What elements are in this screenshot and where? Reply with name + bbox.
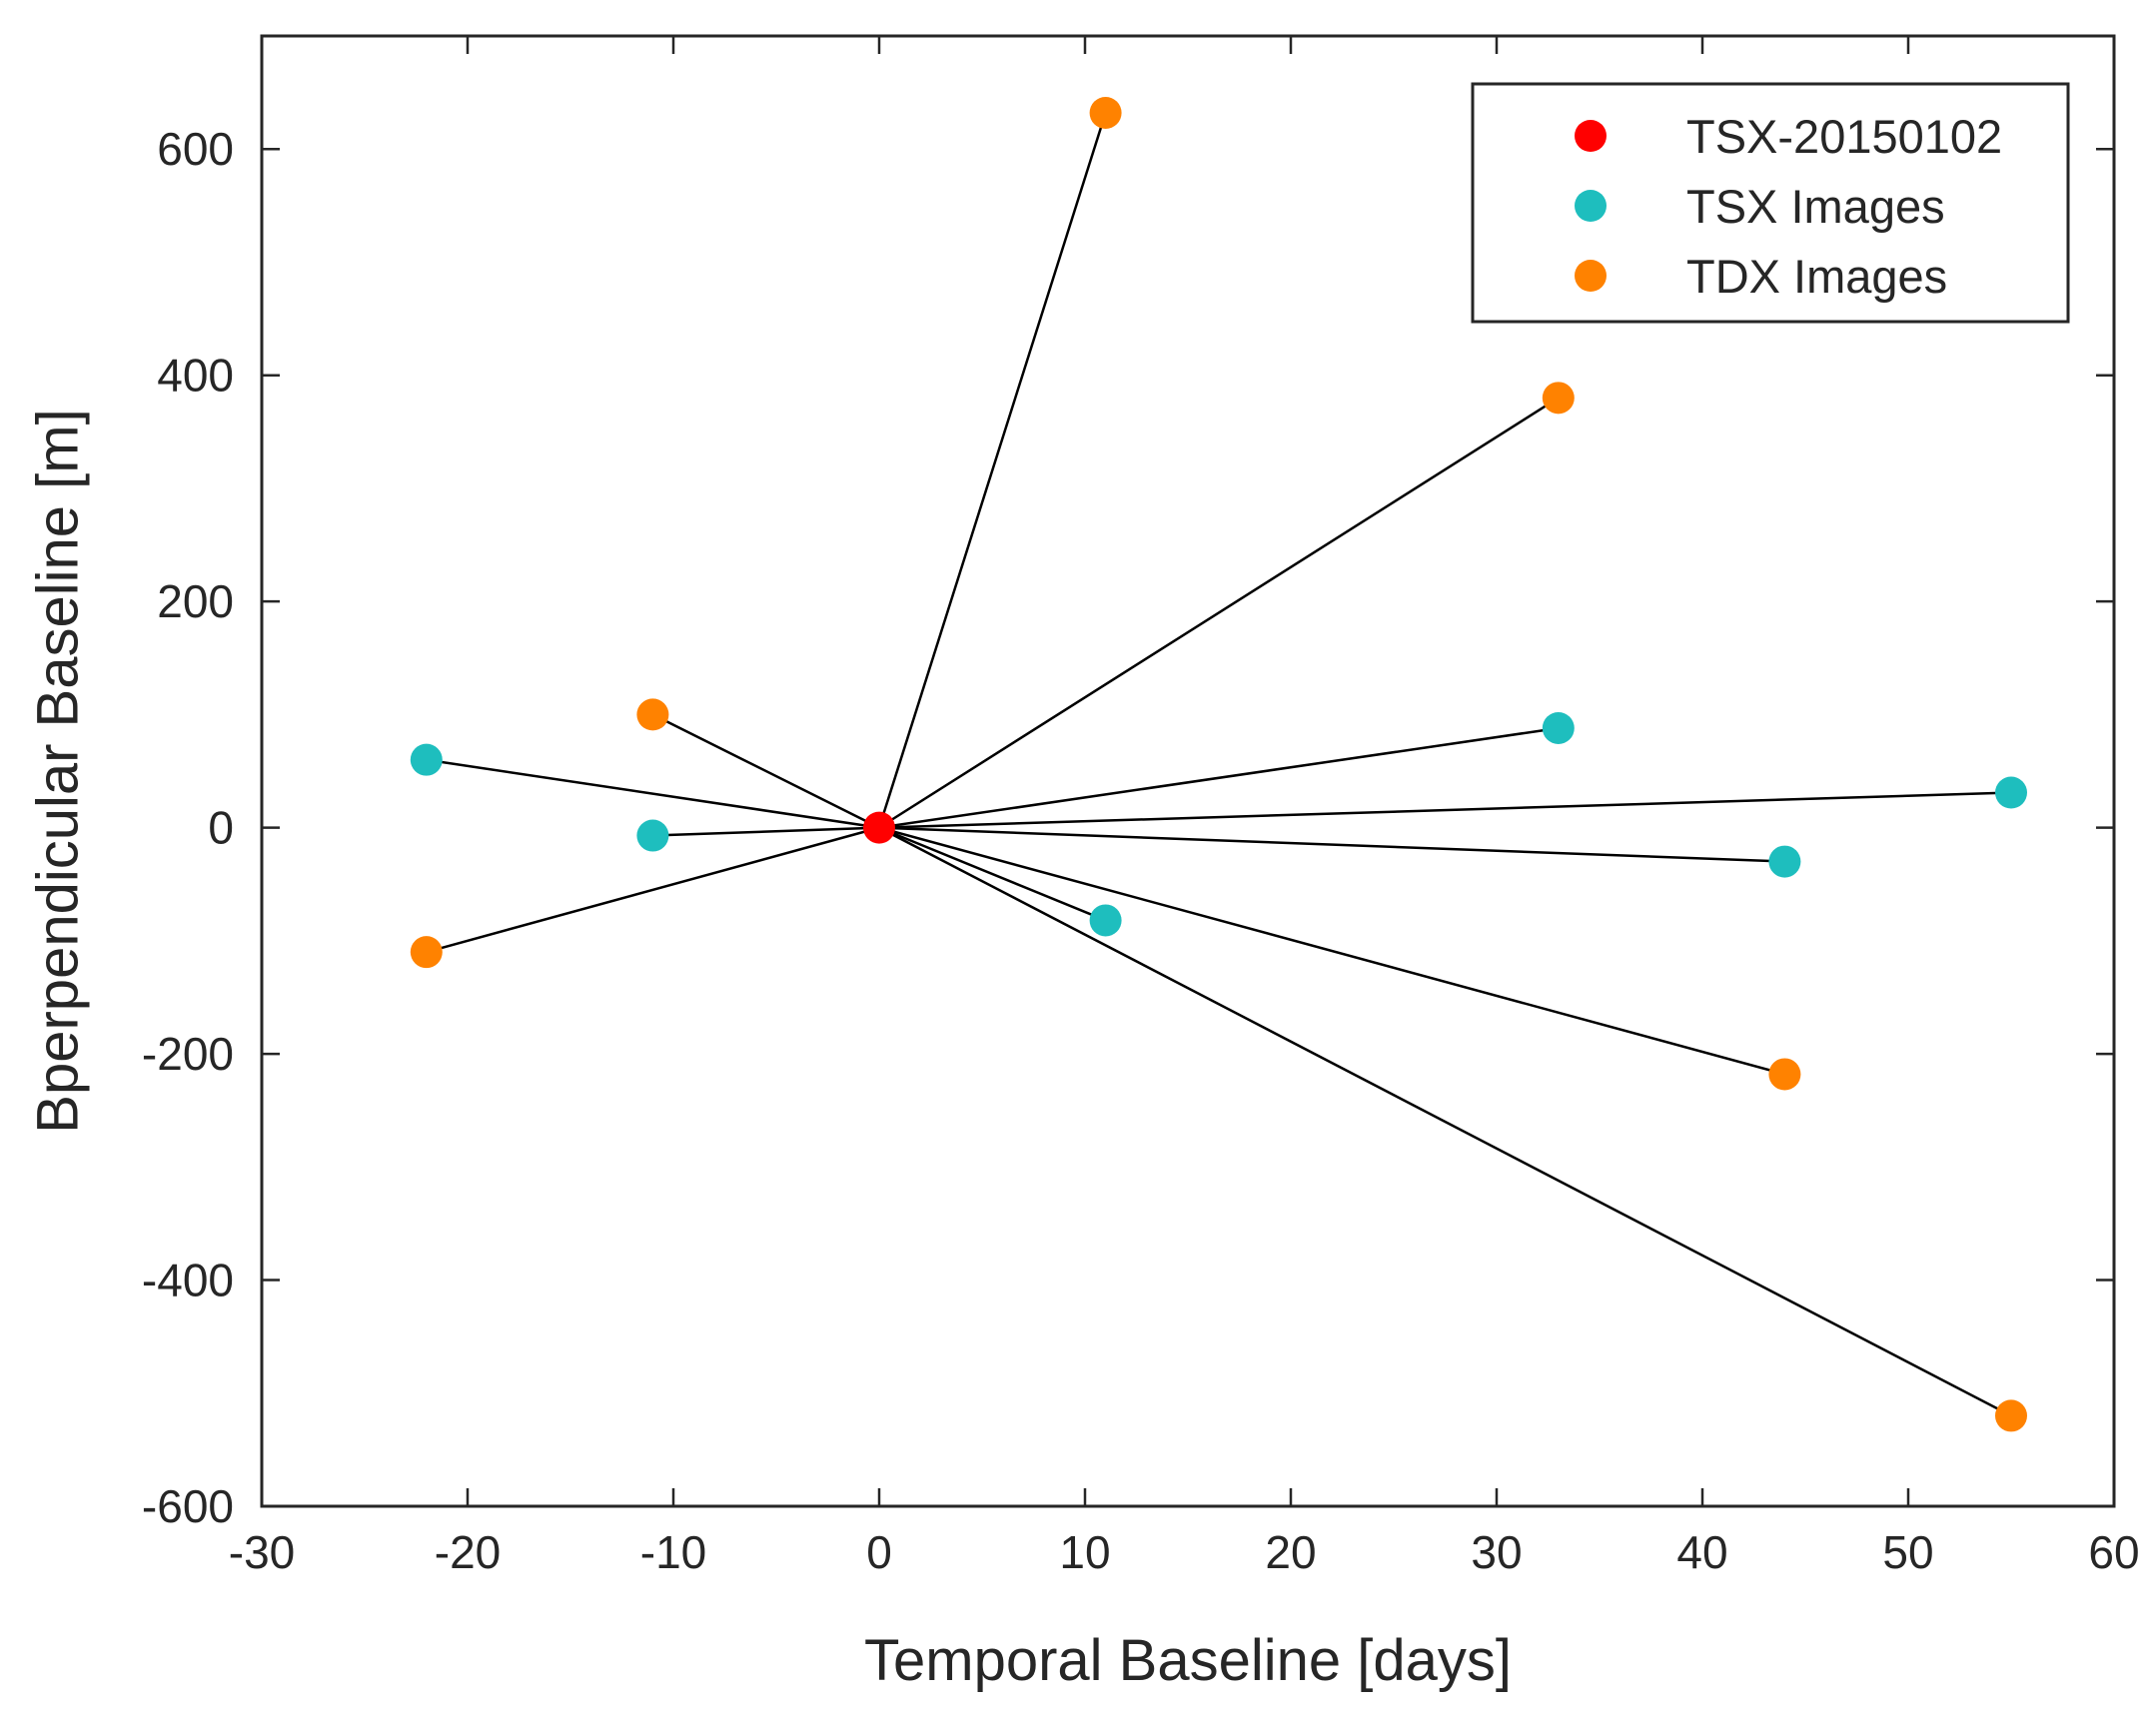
x-tick-label: 40	[1676, 1526, 1727, 1578]
x-tick-labels: -30 -20 -10 0 10 20 30 40 50 60	[229, 1526, 2140, 1578]
x-tick-label: -30	[229, 1526, 295, 1578]
tdx-images-point	[636, 698, 669, 731]
baseline-line	[878, 826, 1107, 922]
y-tick-label: 400	[157, 350, 234, 402]
legend: TSX-20150102 TSX Images TDX Images	[1471, 82, 2070, 324]
y-tick-label: 0	[208, 802, 234, 854]
tsx-images-point	[636, 819, 669, 852]
tdx-images-point	[1542, 382, 1575, 415]
x-tick-label: 10	[1059, 1526, 1110, 1578]
baseline-line	[652, 826, 880, 837]
x-axis-label: Temporal Baseline [days]	[864, 1628, 1512, 1693]
baseline-lines	[426, 112, 2012, 1417]
legend-items: TSX-20150102 TSX Images TDX Images	[1575, 110, 2002, 303]
tdx-images-point	[1768, 1058, 1801, 1091]
baseline-line	[878, 791, 2012, 829]
y-tick-label: 200	[157, 575, 234, 627]
tsx-images-point	[1542, 711, 1575, 744]
x-tick-label: 0	[866, 1526, 892, 1578]
y-tick-label: 600	[157, 123, 234, 175]
legend-marker	[1575, 120, 1607, 152]
y-tick-label: -600	[142, 1480, 234, 1532]
axis-ticks	[260, 36, 2116, 1508]
tdx-images-point	[1995, 1399, 2027, 1432]
tdx-images-point	[1089, 96, 1122, 129]
legend-box	[1471, 82, 2070, 324]
data-points	[410, 96, 2027, 1432]
tsx-images-point	[1089, 904, 1122, 937]
y-tick-label: -200	[142, 1028, 234, 1080]
tsx-images-point	[1995, 776, 2027, 809]
y-tick-labels: -600 -400 -200 0 200 400 600	[142, 123, 234, 1532]
y-tick-label: -400	[142, 1255, 234, 1306]
legend-label: TDX Images	[1686, 250, 1947, 303]
x-tick-label: 60	[2088, 1526, 2139, 1578]
tsx-20150102-point	[863, 811, 895, 844]
legend-marker	[1575, 190, 1607, 222]
baseline-line	[878, 397, 1560, 829]
x-tick-label: 20	[1265, 1526, 1316, 1578]
legend-label: TSX-20150102	[1686, 110, 2002, 163]
x-tick-label: 50	[1882, 1526, 1933, 1578]
baseline-line	[878, 826, 1785, 863]
baseline-line	[651, 713, 880, 829]
x-tick-label: -20	[435, 1526, 501, 1578]
y-axis-label: Bperpendicular Baseline [m]	[25, 409, 90, 1133]
tdx-images-point	[410, 936, 443, 969]
legend-label: TSX Images	[1686, 180, 1945, 233]
baseline-line	[426, 826, 880, 954]
baseline-line	[878, 826, 1785, 1076]
tsx-images-point	[410, 743, 443, 776]
baseline-line	[877, 112, 1107, 828]
tsx-images-point	[1768, 845, 1801, 878]
x-tick-label: 30	[1471, 1526, 1522, 1578]
baseline-line	[426, 758, 880, 829]
baseline-line	[878, 826, 2012, 1417]
plot-frame	[260, 34, 2116, 1508]
baseline-line	[878, 726, 1559, 829]
x-tick-label: -10	[640, 1526, 706, 1578]
legend-marker	[1575, 260, 1607, 292]
